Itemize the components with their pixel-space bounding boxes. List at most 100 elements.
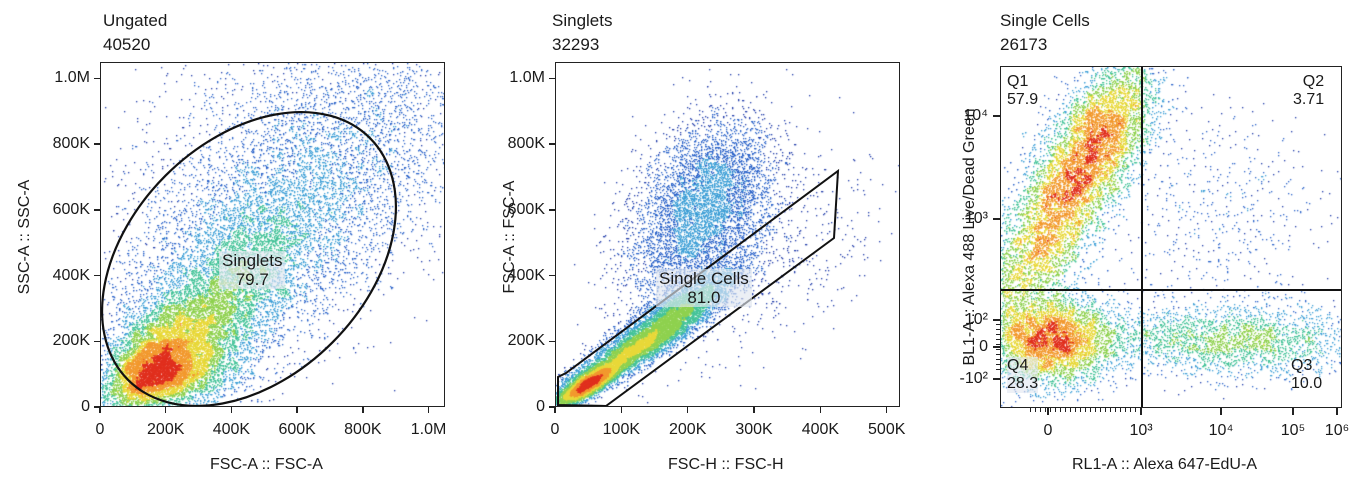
y-tick-label: 800K [52,135,90,153]
tick-mark [1336,408,1338,415]
gate-name: Singlets [222,251,283,270]
tick-mark [554,407,556,413]
y-axis-label: BL1-A :: Alexa 488 Live/Dead Green [961,108,978,366]
tick-mark [94,143,100,145]
tick-mark [94,209,100,211]
tick-mark [996,364,1000,365]
tick-mark [549,406,555,408]
event-count: 40520 [103,35,151,54]
single-cells-gate[interactable] [557,168,840,406]
y-tick-label: 0 [536,398,545,415]
tick-mark [1035,408,1036,412]
tick-mark [1055,408,1056,412]
tick-mark [94,274,100,277]
tick-mark [996,334,1000,335]
tick-mark [296,407,298,413]
x-tick-label: 400K [801,421,840,438]
y-tick-label: 200K [52,332,90,350]
gate-name: Single Cells [659,269,749,288]
tick-mark [996,344,1000,345]
tick-mark [1050,408,1051,412]
tick-mark [993,218,1000,220]
tick-mark [1080,408,1081,412]
y-tick-label: 400K [507,266,545,284]
tick-mark [362,407,364,413]
quadrant-name: Q4 [1007,357,1029,374]
plot-area: Q1 57.9 Q2 3.71 Q3 10.0 Q4 28.3 [1000,66,1342,408]
x-tick-label: 1.0M [410,421,447,438]
plot-title: Ungated [103,11,168,30]
tick-mark [94,340,100,343]
tick-mark [993,319,1000,321]
tick-mark [993,378,1000,380]
y-tick-label: 10² [964,311,988,328]
y-axis-label: SSC-A :: SSC-A [16,179,33,295]
tick-mark [1070,408,1071,412]
y-tick-label: 800K [507,135,545,153]
tick-mark [99,407,101,413]
quadrant-name: Q3 [1291,357,1313,374]
quadrant-percent: 10.0 [1291,375,1323,392]
tick-mark [996,349,1000,350]
tick-mark [1135,408,1136,412]
tick-mark [1065,408,1066,412]
x-tick-label: 0 [550,421,560,438]
tick-mark [1045,408,1046,412]
tick-mark [549,209,555,211]
tick-mark [1292,408,1294,415]
plot-area: Singlets 79.7 [100,62,445,407]
quadrant-q3: Q3 10.0 [1291,357,1322,393]
tick-mark [549,77,555,80]
y-tick-label: 200K [507,332,545,350]
x-tick-label: 500K [868,421,906,438]
tick-mark [1125,408,1126,412]
gate-overlay [557,168,840,406]
x-tick-label: 200K [147,421,185,438]
y-tick-label: 1.0M [54,69,90,87]
quadrant-percent: 28.3 [1007,375,1039,392]
event-count: 32293 [552,35,600,54]
tick-mark [1030,408,1031,412]
tick-mark [996,354,1000,355]
density-dots [101,63,444,406]
tick-mark [1090,408,1091,412]
tick-mark [549,274,555,277]
tick-mark [1075,408,1076,412]
tick-mark [1100,408,1101,412]
x-tick-label: 300K [735,421,773,438]
y-tick-label: 10⁴ [963,107,988,124]
y-tick-label: 400K [52,266,90,284]
tick-mark [1120,408,1121,412]
tick-mark [819,407,822,413]
quadrant-q4: Q4 28.3 [1007,357,1039,393]
quadrant-percent: 3.71 [1293,91,1325,108]
y-tick-label: 0 [979,338,988,355]
x-tick-label: 200K [669,421,707,438]
tick-mark [427,407,430,413]
singlets-gate[interactable] [100,62,445,407]
tick-mark [230,407,233,413]
quadrant-q1: Q1 57.9 [1007,73,1038,109]
y-axis-label: FSC-A :: FSC-A [501,180,518,294]
x-tick-label: 100K [602,421,641,438]
x-tick-label: 400K [212,421,251,438]
plot-title: Single Cells [1000,11,1090,30]
gate-overlay [100,62,445,407]
gate-overlay [1001,67,1341,407]
x-tick-label: 800K [344,421,382,438]
tick-mark [993,346,1000,348]
y-tick-label: 10³ [964,210,988,227]
gate-percent: 81.0 [687,288,721,307]
x-tick-label: 10³ [1129,422,1153,439]
x-tick-label: 10⁶ [1324,422,1350,439]
tick-mark [996,339,1000,340]
tick-mark [1060,408,1061,412]
tick-mark [1115,408,1116,412]
x-axis-label: RL1-A :: Alexa 647-EdU-A [1072,456,1257,473]
x-tick-label: 0 [1043,422,1053,439]
x-tick-label: 10⁴ [1208,422,1234,439]
y-tick-label: 1.0M [509,69,545,87]
tick-mark [1140,408,1142,415]
x-tick-label: 10⁵ [1280,422,1306,439]
tick-mark [164,407,167,413]
